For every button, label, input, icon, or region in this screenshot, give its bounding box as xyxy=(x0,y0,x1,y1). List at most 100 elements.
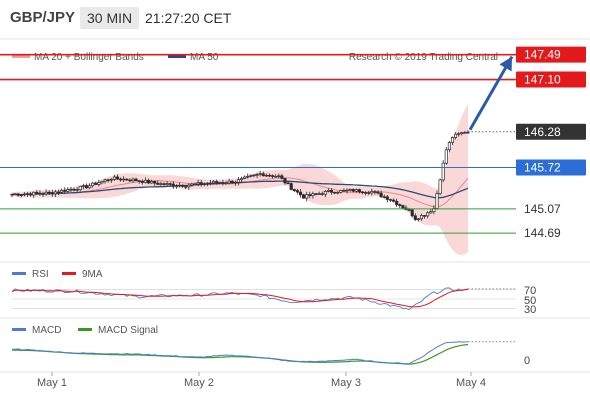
candle xyxy=(10,193,14,198)
candle xyxy=(305,191,309,202)
price-levels: 147.49 147.10 146.28 145.72 145.07 144.69 xyxy=(0,46,586,240)
candle xyxy=(333,191,337,195)
candle xyxy=(47,190,51,195)
level-label: 147.49 xyxy=(524,48,561,62)
candle xyxy=(81,183,85,190)
candle xyxy=(457,132,461,137)
candle xyxy=(221,179,225,186)
candle xyxy=(109,177,113,184)
level-resistance-1: 147.10 xyxy=(0,71,586,88)
candle xyxy=(317,191,321,195)
candle xyxy=(255,172,259,179)
candle xyxy=(271,174,275,179)
candle xyxy=(240,176,244,183)
candle xyxy=(243,175,247,180)
candle xyxy=(382,194,386,199)
candle xyxy=(326,188,330,193)
candle xyxy=(165,181,169,187)
candle xyxy=(128,178,132,183)
candle xyxy=(100,180,104,185)
candle xyxy=(32,191,36,198)
target-arrow xyxy=(468,55,514,131)
candle xyxy=(38,190,42,196)
candle xyxy=(258,170,262,177)
level-resistance-2: 147.49 xyxy=(0,46,586,63)
macd-signal-legend-label: MACD Signal xyxy=(98,325,158,336)
credit-text: Research © 2019 Trading Central xyxy=(349,52,498,63)
candle xyxy=(416,218,420,222)
candle xyxy=(323,190,327,198)
candle xyxy=(336,191,340,195)
candle xyxy=(373,190,377,195)
candle xyxy=(143,177,147,184)
rsi-level-30: 30 xyxy=(524,304,536,316)
candle xyxy=(137,179,141,184)
candle xyxy=(63,187,67,194)
candle xyxy=(22,192,26,197)
timeframe-button[interactable]: 30 MIN xyxy=(80,7,140,29)
candle xyxy=(122,176,126,182)
candle xyxy=(289,181,293,191)
macd-signal-legend-swatch xyxy=(78,328,92,331)
candle xyxy=(150,179,154,184)
candle xyxy=(348,188,352,192)
candle xyxy=(184,185,188,190)
candle xyxy=(35,189,39,196)
candle xyxy=(364,191,368,196)
candle xyxy=(125,178,129,182)
candle xyxy=(168,182,172,187)
level-label: 146.28 xyxy=(524,125,561,139)
candle xyxy=(314,193,318,196)
candle xyxy=(376,190,380,195)
rsi-plot xyxy=(11,287,516,311)
candle xyxy=(25,191,30,197)
macd-legend-label: MACD xyxy=(32,325,61,336)
candle xyxy=(429,209,433,214)
candle xyxy=(212,180,216,185)
candle xyxy=(267,173,272,178)
candle xyxy=(249,174,253,178)
candle xyxy=(174,184,178,189)
candle xyxy=(379,190,383,198)
x-label-may3: May 3 xyxy=(331,377,361,389)
candle xyxy=(66,187,70,194)
candle xyxy=(357,188,361,194)
candle xyxy=(202,182,206,187)
x-label-may1: May 1 xyxy=(37,377,67,389)
candle xyxy=(119,177,123,182)
level-label: 145.07 xyxy=(524,202,561,216)
candle xyxy=(196,179,200,187)
candle xyxy=(56,189,61,195)
macd-line xyxy=(11,341,469,365)
level-label: 145.72 xyxy=(524,160,561,174)
level-support-1: 145.07 xyxy=(0,202,561,216)
candle xyxy=(286,181,290,185)
candle xyxy=(298,188,303,198)
x-label-may2: May 2 xyxy=(184,377,214,389)
candle xyxy=(463,130,467,134)
candle xyxy=(354,188,358,193)
candle xyxy=(413,213,417,222)
rsi-level-70: 70 xyxy=(524,285,536,297)
candle xyxy=(252,174,256,178)
level-last-price: 146.28 xyxy=(468,123,586,140)
candle xyxy=(320,191,324,196)
macd-plot xyxy=(11,341,516,365)
candle xyxy=(177,182,182,188)
macd-legend-swatch xyxy=(12,328,26,331)
candle xyxy=(370,188,374,196)
candle xyxy=(233,180,237,186)
candle xyxy=(227,178,231,185)
x-label-may4: May 4 xyxy=(456,377,486,389)
candle xyxy=(181,184,185,188)
level-label: 147.10 xyxy=(524,73,561,87)
candle xyxy=(398,203,402,209)
candle xyxy=(16,192,20,197)
candle xyxy=(274,174,278,178)
rsi-ma-line xyxy=(11,288,469,308)
candle xyxy=(72,187,76,192)
candle xyxy=(388,198,392,202)
candle xyxy=(444,146,448,165)
candle xyxy=(134,177,138,182)
